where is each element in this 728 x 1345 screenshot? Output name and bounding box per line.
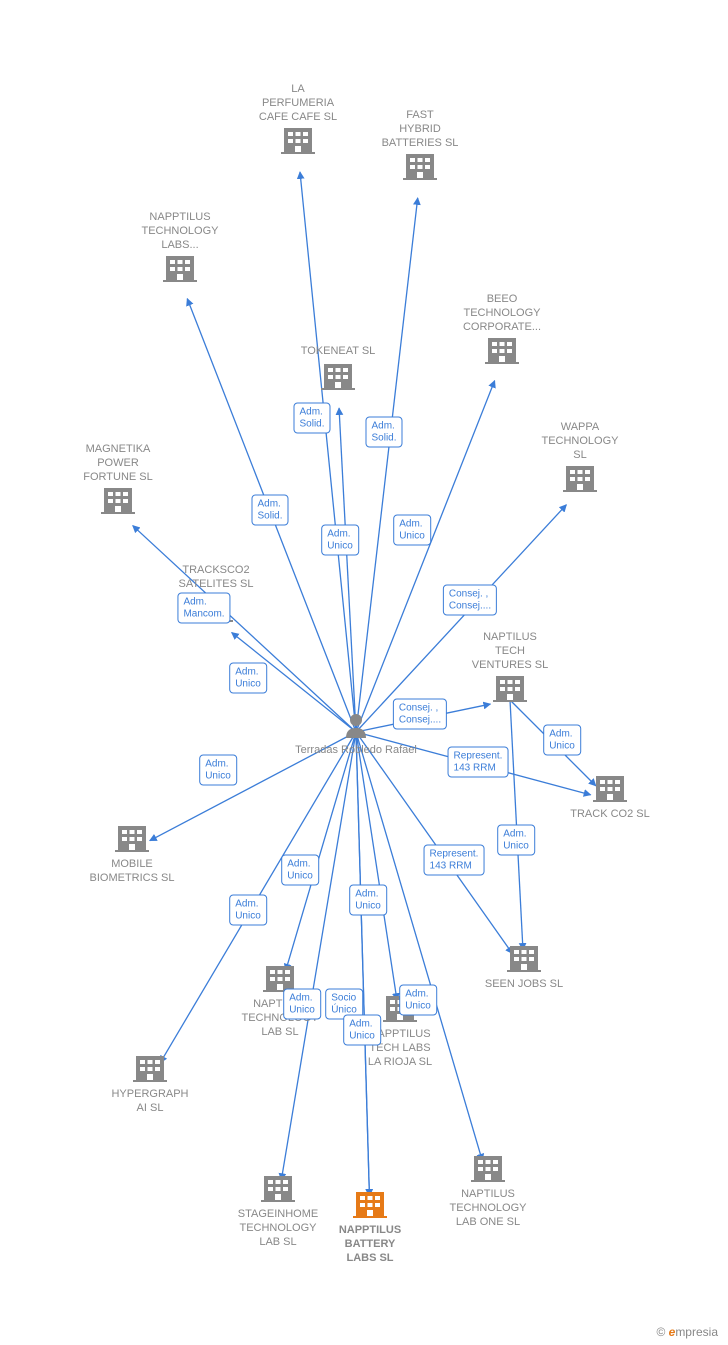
center-person-label: Terradas Robledo Rafael bbox=[295, 744, 417, 758]
network-svg bbox=[0, 0, 728, 1345]
watermark: © empresia bbox=[656, 1325, 718, 1339]
